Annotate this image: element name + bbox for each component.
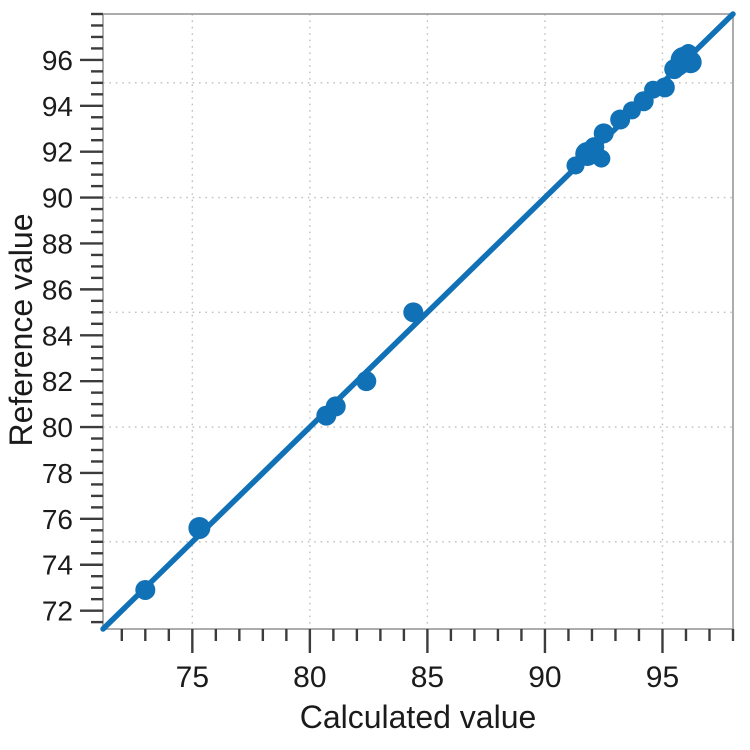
y-tick-label: 90 xyxy=(42,183,73,214)
y-tick-label: 96 xyxy=(42,45,73,76)
x-tick-label: 85 xyxy=(411,661,444,694)
y-tick-label: 74 xyxy=(42,550,73,581)
data-point xyxy=(356,371,377,392)
data-point xyxy=(325,396,346,417)
x-tick-label: 95 xyxy=(646,661,679,694)
axis-ticks xyxy=(80,12,735,653)
x-tick-label: 80 xyxy=(293,661,326,694)
y-tick-label: 92 xyxy=(42,137,73,168)
y-axis-title: Reference value xyxy=(3,213,39,446)
axis-tick-labels: 75 80 85 90 95 72 74 76 78 80 82 84 86 88 90 92 94 96 xyxy=(42,45,679,694)
y-tick-label: 82 xyxy=(42,366,73,397)
data-point xyxy=(135,579,156,600)
y-tick-label: 78 xyxy=(42,458,73,489)
data-point xyxy=(654,77,675,98)
data-point xyxy=(679,44,698,63)
y-tick-label: 86 xyxy=(42,274,73,305)
y-tick-label: 80 xyxy=(42,412,73,443)
data-point xyxy=(403,302,424,323)
plot-frame xyxy=(102,13,734,630)
x-tick-label: 90 xyxy=(528,661,561,694)
data-point xyxy=(592,149,611,168)
plot-border xyxy=(102,13,734,630)
y-tick-label: 72 xyxy=(42,596,73,627)
data-point xyxy=(593,123,614,144)
y-tick-label: 76 xyxy=(42,504,73,535)
y-tick-label: 88 xyxy=(42,228,73,259)
y-tick-label: 84 xyxy=(42,320,73,351)
data-point xyxy=(188,517,211,540)
y-tick-label: 94 xyxy=(42,91,73,122)
data-points xyxy=(135,44,702,600)
x-axis-title: Calculated value xyxy=(300,699,537,735)
x-tick-label: 75 xyxy=(176,661,209,694)
